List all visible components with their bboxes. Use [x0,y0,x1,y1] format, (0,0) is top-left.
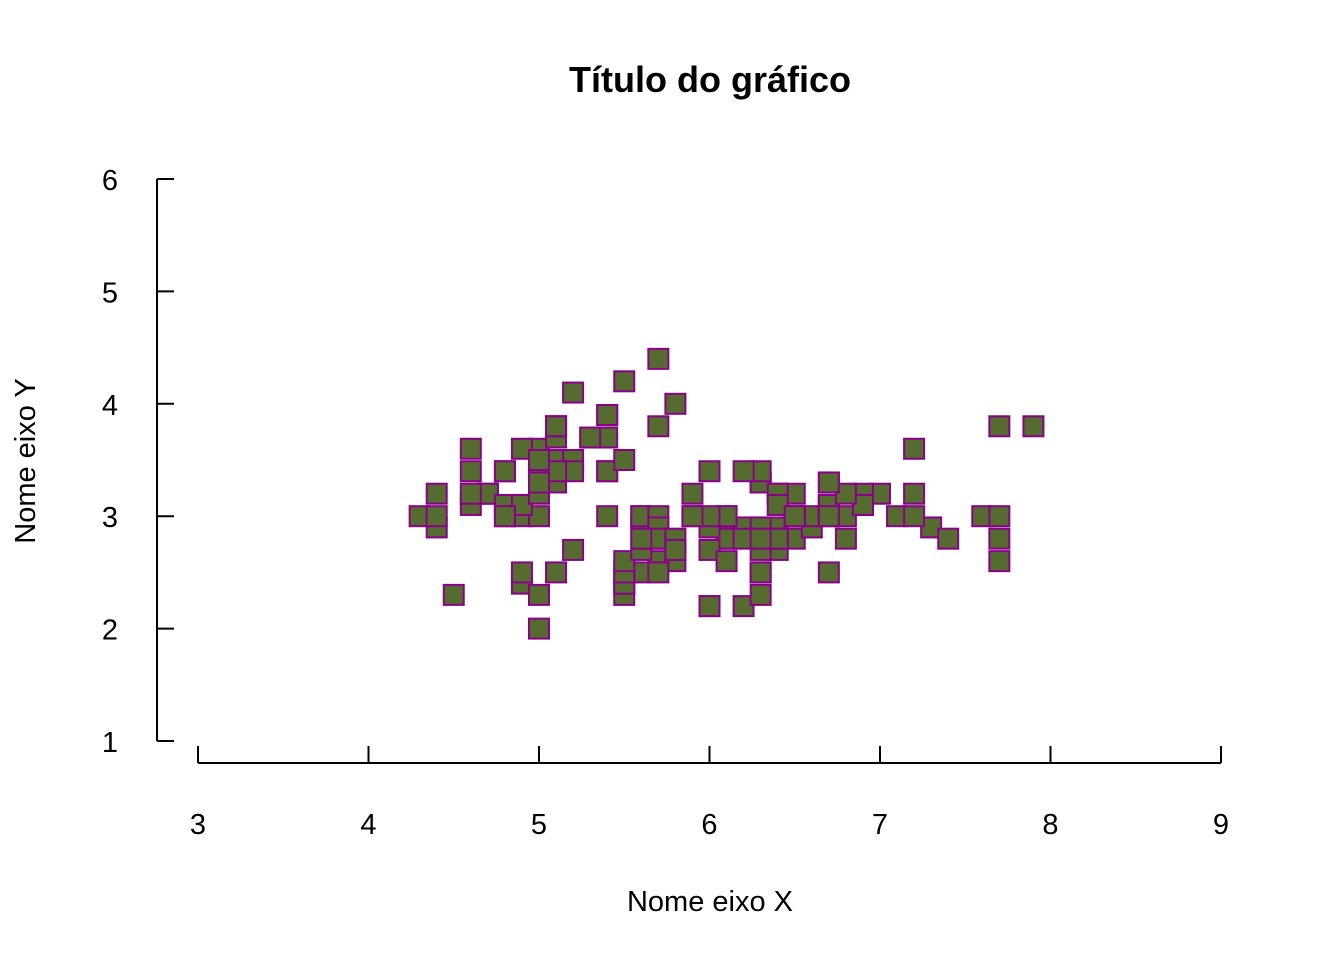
x-tick-label: 7 [872,809,888,841]
data-point [510,561,533,584]
x-tick-label: 9 [1213,809,1229,841]
data-point [613,550,636,573]
data-point [664,538,687,561]
data-point [528,449,550,471]
y-tick-label: 5 [102,277,118,309]
data-point [988,415,1011,438]
data-point [903,437,926,460]
y-axis-ticks: 1 2 3 4 5 6 [102,165,174,759]
data-points [408,347,1045,640]
data-point [817,505,840,528]
data-point [528,617,550,640]
data-point [834,482,857,505]
data-point [647,415,670,438]
chart-title: Título do gráfico [569,59,851,100]
data-point [749,583,772,606]
data-point [817,561,840,584]
data-point [749,561,772,584]
data-point [834,527,857,550]
x-tick-label: 5 [531,809,547,841]
data-point [732,595,755,618]
y-tick-label: 3 [102,502,118,534]
data-point [596,505,619,528]
data-point [903,505,926,528]
data-point [647,561,670,584]
x-axis-label: Nome eixo X [627,886,793,918]
data-point [664,392,687,415]
data-point [647,347,670,370]
data-point [681,505,704,528]
data-point [493,460,516,483]
y-tick-label: 4 [102,390,118,422]
y-tick-label: 2 [102,615,118,647]
x-tick-label: 6 [701,809,717,841]
data-point [459,482,482,505]
data-point [903,482,926,505]
data-point [613,449,636,471]
data-point [698,538,721,561]
data-point [442,583,465,606]
data-point [1022,415,1045,438]
data-point [425,505,448,528]
data-point [528,583,550,606]
x-tick-label: 8 [1042,809,1058,841]
data-point [937,527,960,550]
data-point [562,538,585,561]
data-point [851,493,874,516]
data-point [562,381,585,404]
y-tick-label: 6 [102,165,118,197]
data-point [545,460,568,483]
data-point [459,437,482,460]
data-point [545,415,568,438]
data-point [510,493,533,516]
data-point [817,471,840,494]
data-point [988,505,1011,528]
x-axis-ticks: 3 4 5 6 7 8 9 [190,746,1229,841]
data-point [988,527,1011,550]
data-point [681,482,704,505]
data-point [459,460,482,483]
data-point [698,460,721,483]
data-point [766,493,789,516]
data-point [596,460,619,483]
data-point [545,561,568,584]
data-point [528,471,550,494]
data-point [732,460,755,483]
data-point [510,437,533,460]
x-tick-label: 3 [190,809,206,841]
data-point [613,370,636,393]
data-point [698,595,721,618]
data-point [783,505,806,528]
data-point [630,527,653,550]
x-tick-label: 4 [360,809,376,841]
data-point [596,404,619,427]
data-point [425,482,448,505]
data-point [988,550,1011,573]
y-tick-label: 1 [102,727,118,759]
y-axis-label: Nome eixo Y [10,378,42,544]
data-point [528,505,550,528]
data-point [749,527,772,550]
data-point [715,550,738,573]
data-point [920,516,943,539]
data-point [579,426,602,449]
data-point [493,505,516,528]
